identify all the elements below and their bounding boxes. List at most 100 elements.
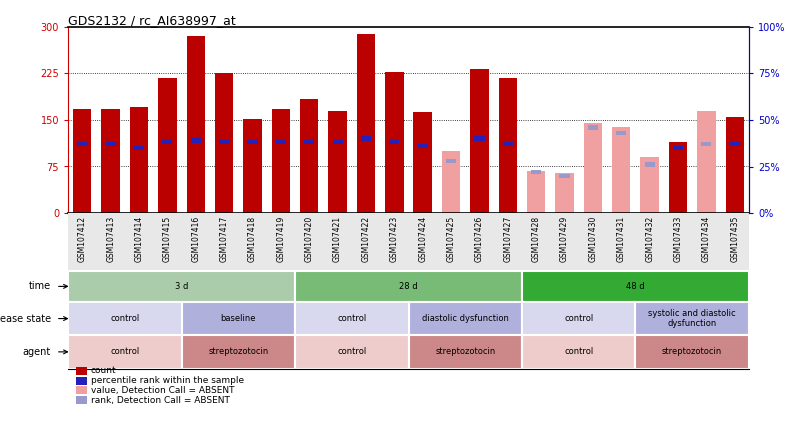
Bar	[730, 142, 740, 147]
Bar	[328, 111, 347, 213]
Text: GSM107427: GSM107427	[503, 216, 513, 262]
Text: 28 d: 28 d	[399, 282, 418, 291]
Bar	[182, 302, 295, 335]
Bar	[531, 170, 541, 174]
Bar	[191, 138, 201, 143]
Bar	[244, 119, 262, 213]
Text: streptozotocin: streptozotocin	[435, 347, 495, 357]
Text: GSM107434: GSM107434	[702, 216, 710, 262]
Bar	[361, 136, 371, 141]
Bar	[304, 140, 314, 144]
Text: count: count	[91, 366, 116, 375]
Text: GSM107425: GSM107425	[447, 216, 456, 262]
Bar	[503, 142, 513, 147]
Bar	[697, 111, 715, 213]
Text: control: control	[111, 314, 139, 323]
Bar	[612, 127, 630, 213]
Bar	[158, 78, 176, 213]
Bar	[182, 335, 295, 369]
Bar	[442, 151, 461, 213]
Text: GSM107419: GSM107419	[276, 216, 285, 262]
Bar	[68, 335, 182, 369]
Text: GSM107429: GSM107429	[560, 216, 569, 262]
Bar	[522, 335, 635, 369]
Bar	[417, 144, 428, 148]
Bar	[616, 131, 626, 135]
Bar	[219, 140, 229, 144]
Text: time: time	[29, 281, 51, 291]
Text: GSM107433: GSM107433	[674, 216, 682, 262]
Text: GSM107417: GSM107417	[219, 216, 228, 262]
Bar	[559, 174, 570, 178]
Bar	[413, 112, 432, 213]
Bar	[522, 302, 635, 335]
Text: GSM107423: GSM107423	[390, 216, 399, 262]
Text: control: control	[337, 314, 366, 323]
Bar	[68, 302, 182, 335]
Text: 3 d: 3 d	[175, 282, 188, 291]
Bar	[73, 109, 91, 213]
Bar	[588, 125, 598, 130]
Text: control: control	[111, 347, 139, 357]
Bar	[295, 302, 409, 335]
Text: 48 d: 48 d	[626, 282, 645, 291]
Text: streptozotocin: streptozotocin	[662, 347, 723, 357]
Bar	[134, 146, 144, 150]
Bar	[635, 302, 749, 335]
Bar	[527, 171, 545, 213]
Text: GSM107414: GSM107414	[135, 216, 143, 262]
Bar	[276, 140, 286, 144]
Text: GSM107435: GSM107435	[731, 216, 739, 262]
Text: GSM107418: GSM107418	[248, 216, 257, 262]
Bar	[641, 157, 659, 213]
Bar	[295, 271, 522, 302]
Text: systolic and diastolic
dysfunction: systolic and diastolic dysfunction	[648, 309, 736, 328]
Text: GSM107413: GSM107413	[107, 216, 115, 262]
Text: GSM107432: GSM107432	[645, 216, 654, 262]
Bar	[272, 109, 290, 213]
Bar	[446, 159, 456, 163]
Bar	[702, 142, 711, 147]
Bar	[215, 73, 233, 213]
Bar	[635, 335, 749, 369]
Text: GSM107431: GSM107431	[617, 216, 626, 262]
Bar	[409, 335, 522, 369]
Text: GSM107430: GSM107430	[589, 216, 598, 262]
Bar	[669, 142, 687, 213]
Bar	[726, 117, 744, 213]
Bar	[332, 140, 343, 144]
Bar	[389, 140, 400, 144]
Text: GSM107422: GSM107422	[361, 216, 370, 262]
Bar	[474, 136, 485, 141]
Bar	[68, 271, 295, 302]
Bar	[300, 99, 319, 213]
Text: baseline: baseline	[220, 314, 256, 323]
Bar	[385, 72, 404, 213]
Bar	[584, 123, 602, 213]
Text: diastolic dysfunction: diastolic dysfunction	[422, 314, 509, 323]
Text: disease state: disease state	[0, 313, 51, 324]
Text: control: control	[564, 347, 594, 357]
Text: GSM107412: GSM107412	[78, 216, 87, 262]
Bar	[295, 335, 409, 369]
Text: GDS2132 / rc_AI638997_at: GDS2132 / rc_AI638997_at	[68, 14, 235, 27]
Text: streptozotocin: streptozotocin	[208, 347, 268, 357]
Bar	[356, 34, 375, 213]
Text: control: control	[564, 314, 594, 323]
Text: percentile rank within the sample: percentile rank within the sample	[91, 376, 244, 385]
Bar	[77, 142, 87, 147]
Bar	[130, 107, 148, 213]
Bar	[498, 78, 517, 213]
Bar	[645, 163, 654, 167]
Bar	[187, 36, 205, 213]
Bar	[102, 109, 120, 213]
Text: GSM107416: GSM107416	[191, 216, 200, 262]
Bar	[470, 69, 489, 213]
Text: GSM107428: GSM107428	[532, 216, 541, 262]
Text: control: control	[337, 347, 366, 357]
Bar	[106, 142, 115, 147]
Text: GSM107424: GSM107424	[418, 216, 427, 262]
Bar	[555, 173, 574, 213]
Bar	[673, 146, 683, 150]
Bar	[163, 140, 172, 144]
